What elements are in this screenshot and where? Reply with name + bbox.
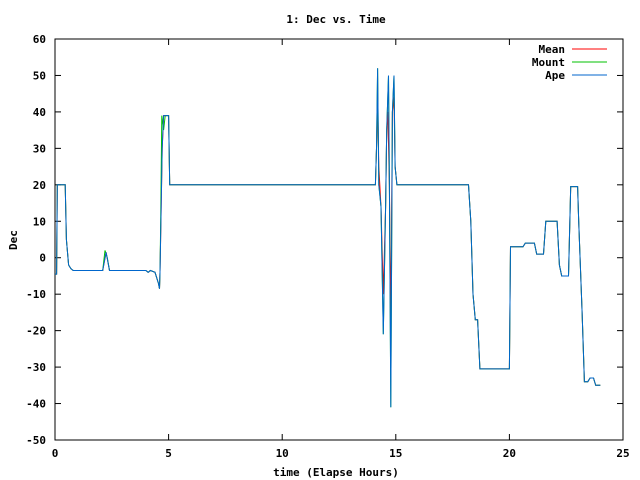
x-tick-label: 15 [389,447,402,460]
y-tick-label: -40 [26,398,46,411]
axis-ticks: 0 5 10 15 20 25 -50 -40 -30 -20 -10 0 10 20 30 40 50 60 [26,33,630,460]
chart-title: 1: Dec vs. Time [286,13,386,26]
series-line-mount [55,68,601,408]
plot-frame [54,38,624,441]
x-axis-label: time (Elapse Hours) [273,466,399,479]
x-tick-label: 25 [616,447,629,460]
series-lines [55,68,601,408]
legend-label-ape: Ape [545,69,565,82]
y-tick-label: 50 [33,69,46,82]
y-tick-label: -30 [26,361,46,374]
y-tick-label: 0 [39,252,46,265]
legend-label-mount: Mount [532,56,565,69]
x-tick-label: 5 [165,447,172,460]
y-tick-label: 30 [33,142,46,155]
y-axis-label: Dec [7,230,20,250]
series-line-mean [55,97,601,386]
y-tick-label: -50 [26,434,46,447]
legend-label-mean: Mean [539,43,566,56]
y-tick-label: 40 [33,106,46,119]
x-tick-label: 10 [276,447,289,460]
y-tick-label: -20 [26,325,46,338]
series-line-ape [55,68,601,408]
x-tick-label: 20 [503,447,516,460]
y-tick-label: 60 [33,33,46,46]
y-tick-label: 20 [33,179,46,192]
y-tick-label: -10 [26,288,46,301]
x-tick-label: 0 [52,447,59,460]
y-tick-label: 10 [33,215,46,228]
